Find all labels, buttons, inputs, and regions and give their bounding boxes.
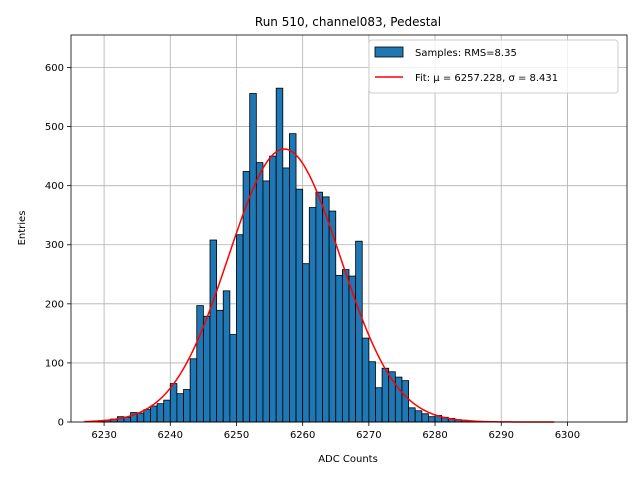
histogram-bar: [169, 383, 178, 423]
y-axis-label: Entries: [17, 211, 28, 246]
histogram-bar: [401, 380, 409, 423]
histogram-bar: [176, 393, 184, 423]
legend-box: [368, 39, 619, 94]
x-axis-label: ADC Counts: [318, 454, 378, 465]
histogram-bar: [282, 167, 290, 423]
y-tick-label: 200: [45, 299, 64, 310]
histogram-bar: [355, 240, 363, 423]
histogram-bar: [196, 305, 204, 423]
legend-histogram-swatch: [374, 46, 404, 58]
y-tick-label: 400: [45, 181, 64, 192]
histogram-bars: [97, 87, 489, 423]
histogram-bar: [236, 234, 244, 423]
histogram-bar: [275, 87, 284, 423]
plot-frame: [70, 34, 628, 423]
histogram-bar: [156, 403, 165, 423]
histogram-bar: [242, 171, 251, 423]
x-tick-label: 6280: [422, 430, 447, 441]
histogram-bar: [421, 413, 429, 423]
histogram-bar: [335, 275, 343, 423]
histogram-bar: [414, 410, 423, 423]
y-tick-label: 100: [45, 358, 64, 369]
legend: Samples: RMS=8.35 Fit: μ = 6257.228, σ =…: [368, 39, 619, 94]
legend-histogram-label: Samples: RMS=8.35: [415, 48, 517, 59]
histogram-bar: [183, 389, 191, 423]
histogram-bar: [216, 309, 224, 423]
histogram-bar: [302, 263, 310, 423]
histogram-bar: [262, 180, 270, 423]
x-tick-label: 6250: [224, 430, 249, 441]
histogram-bar: [229, 334, 237, 423]
y-axis-ticks: 0 100 200 300 400 500 600: [45, 63, 71, 429]
histogram-bar: [143, 409, 151, 423]
x-tick-label: 6240: [158, 430, 183, 441]
histogram-bar: [163, 399, 171, 423]
y-tick-label: 0: [58, 418, 64, 429]
x-tick-label: 6230: [91, 430, 116, 441]
histogram-bar: [202, 315, 211, 423]
x-tick-label: 6300: [555, 430, 580, 441]
chart-title: Run 510, channel083, Pedestal: [255, 15, 441, 29]
y-tick-label: 500: [45, 122, 64, 133]
y-tick-label: 600: [45, 63, 64, 74]
legend-fit-label: Fit: μ = 6257.228, σ = 8.431: [415, 73, 558, 84]
histogram-bar: [150, 405, 158, 423]
fit-curve: [84, 148, 555, 423]
histogram-bar: [189, 358, 198, 423]
x-tick-label: 6260: [290, 430, 315, 441]
histogram-bar: [269, 155, 277, 423]
fit-curve-group: [84, 148, 555, 423]
histogram-bar: [315, 191, 323, 423]
histogram-bar: [289, 133, 297, 423]
histogram-bar: [136, 412, 145, 423]
y-tick-label: 300: [45, 240, 64, 251]
histogram-bar: [428, 416, 436, 423]
histogram-bar: [255, 162, 264, 423]
histogram-bar: [381, 367, 390, 423]
histogram-bar: [394, 376, 403, 423]
histogram-bar: [408, 407, 416, 423]
x-axis-ticks: 6230 6240 6250 6260 6270 6280 6290 6300: [91, 422, 580, 441]
histogram-bar: [375, 387, 383, 423]
grid-lines: [71, 35, 627, 423]
histogram-bar: [249, 93, 257, 423]
histogram-bar: [209, 239, 218, 423]
histogram-bar: [322, 196, 330, 423]
histogram-bar: [341, 269, 350, 423]
histogram-bar: [308, 207, 317, 423]
histogram-bar: [222, 290, 231, 423]
histogram-bar: [295, 188, 304, 423]
histogram-bar: [361, 337, 370, 423]
histogram-bar: [368, 361, 376, 423]
x-tick-label: 6270: [356, 430, 381, 441]
x-tick-label: 6290: [489, 430, 514, 441]
